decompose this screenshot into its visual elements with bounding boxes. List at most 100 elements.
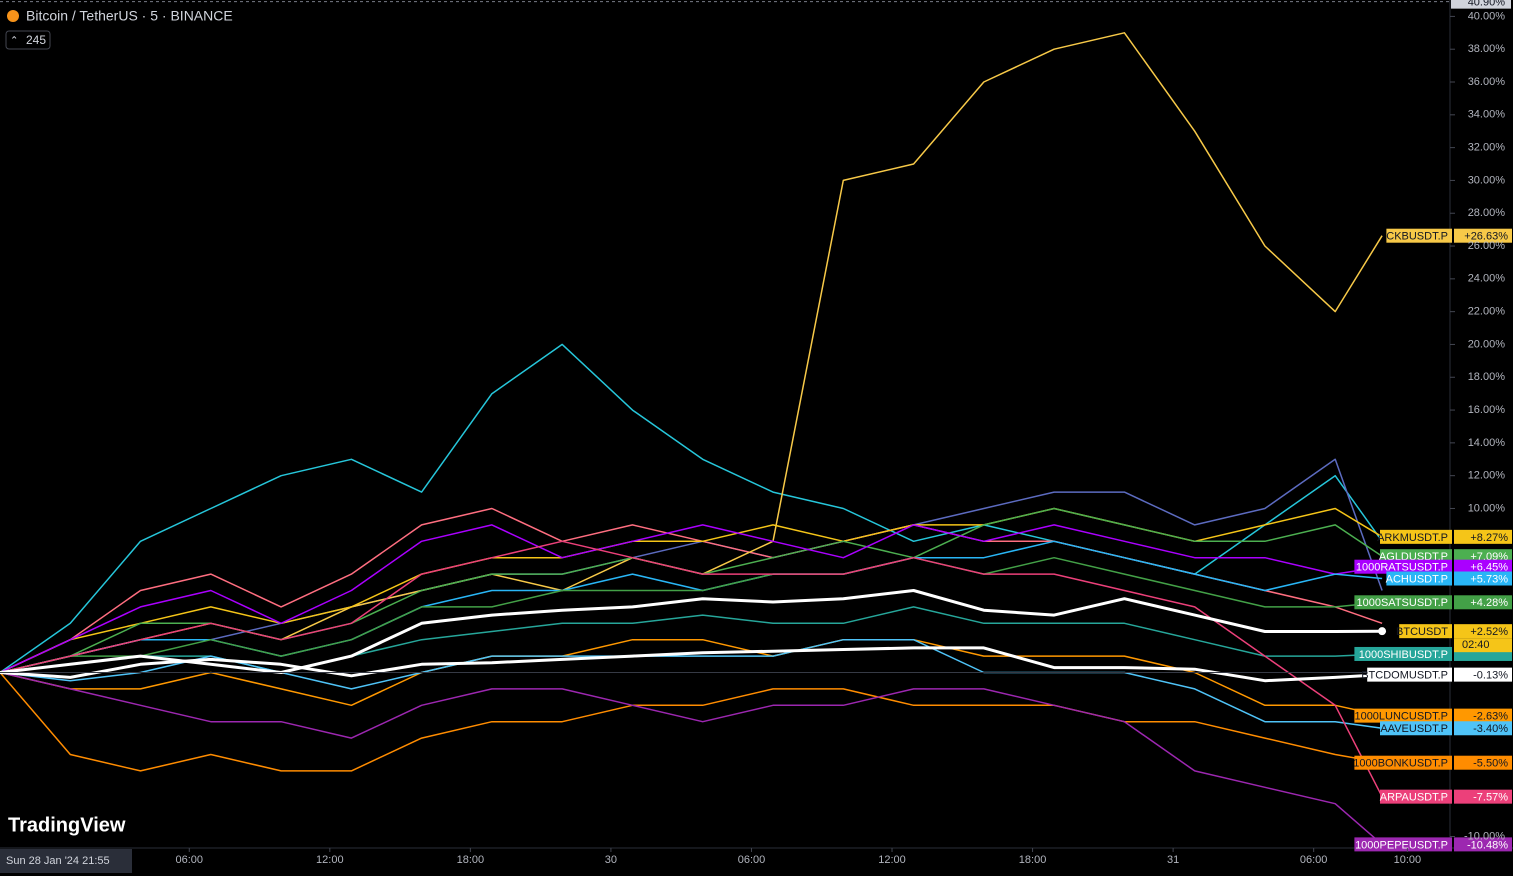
legend-name-box — [1354, 646, 1452, 661]
countdown: 02:40 — [1462, 639, 1490, 651]
value-label: +8.27% — [1470, 532, 1508, 544]
value-box — [1454, 228, 1512, 243]
collapse-icon[interactable]: ⌃ — [10, 36, 18, 47]
value-label: -3.40% — [1473, 723, 1508, 735]
value-label: -7.57% — [1473, 792, 1508, 804]
value-box — [1454, 789, 1512, 804]
value-label: +26.63% — [1464, 231, 1508, 243]
y-tick-label: 34.00% — [1468, 109, 1506, 121]
value-label: -2.63% — [1473, 711, 1508, 723]
legend-name: BTCUSDT — [1396, 626, 1448, 638]
x-tick-label: 12:00 — [316, 854, 344, 866]
x-start-box — [0, 849, 132, 873]
y-tick-label: 18.00% — [1468, 371, 1506, 383]
legend-name: ARKMUSDT.P — [1377, 532, 1448, 544]
series-line — [0, 638, 1383, 717]
top-marker-label: 40.90% — [1468, 0, 1506, 9]
legend-name-box — [1386, 571, 1452, 586]
y-tick-label: 36.00% — [1468, 76, 1506, 88]
legend-name-box — [1354, 708, 1452, 723]
watermark: TradingView — [8, 814, 126, 836]
x-tick-label: 06:00 — [176, 854, 204, 866]
value-box — [1454, 708, 1512, 723]
legend-name: 1000RATSUSDT.P — [1356, 562, 1448, 574]
legend-name-box — [1354, 837, 1452, 852]
last-point — [1378, 627, 1387, 636]
series-line — [0, 671, 1383, 845]
legend-name-box — [1386, 228, 1452, 243]
symbol-icon — [7, 10, 19, 22]
legend-name: 1000LUNCUSDT.P — [1354, 711, 1448, 723]
series-line — [0, 524, 1383, 674]
y-tick-label: 38.00% — [1468, 43, 1506, 55]
legend-name: AAVEUSDT.P — [1380, 723, 1448, 735]
x-tick-label: 10:00 — [1394, 854, 1422, 866]
legend-name-box — [1354, 595, 1452, 610]
series-count-badge[interactable] — [5, 30, 51, 50]
series-lines — [0, 32, 1383, 845]
legend-name: ACHUSDT.P — [1386, 573, 1448, 585]
legend-name-box — [1354, 755, 1452, 770]
y-tick-label: 20.00% — [1468, 338, 1506, 350]
x-tick-label: 06:00 — [738, 854, 766, 866]
value-box — [1454, 595, 1512, 610]
y-tick-label: 16.00% — [1468, 404, 1506, 416]
series-line — [0, 540, 1383, 798]
y-tick-label: 14.00% — [1468, 437, 1506, 449]
overlays: 40.90%CKBUSDT.P +26.63%ARKMUSDT.P +8.27%AG… — [0, 0, 1512, 852]
value-box — [1454, 571, 1512, 586]
legend-name-box — [1380, 721, 1452, 736]
legend-name: 1000SHIBUSDT.P — [1359, 649, 1448, 661]
legend-name-box — [1367, 667, 1452, 682]
legend-name: BTCDOMUSDT.P — [1361, 670, 1448, 682]
value-label: -10.48% — [1467, 839, 1508, 851]
x-start-label: Sun 28 Jan '24 21:55 — [6, 855, 110, 867]
y-tick-label: 28.00% — [1468, 207, 1506, 219]
series-line — [0, 589, 1383, 674]
legend-name-box — [1380, 789, 1452, 804]
x-tick-label: 30 — [605, 854, 617, 866]
x-tick-label: 18:00 — [1019, 854, 1047, 866]
legend-name-box — [1354, 559, 1452, 574]
x-tick-label: 18:00 — [457, 854, 485, 866]
y-tick-label: 12.00% — [1468, 470, 1506, 482]
value-label: -0.13% — [1473, 670, 1508, 682]
y-tick-label: 10.00% — [1468, 502, 1506, 514]
legend-name: 1000PEPEUSDT.P — [1355, 839, 1448, 851]
legend-name: 1000SATSUSDT.P — [1356, 597, 1448, 609]
series-count: 245 — [26, 33, 46, 47]
y-tick-label: 26.00% — [1468, 240, 1506, 252]
value-box — [1454, 755, 1512, 770]
value-label: -5.50% — [1473, 758, 1508, 770]
x-tick-label: 06:00 — [1300, 854, 1328, 866]
countdown-box — [1454, 638, 1512, 653]
y-tick-label: 32.00% — [1468, 142, 1506, 154]
value-box — [1454, 837, 1512, 852]
y-tick-label: 22.00% — [1468, 306, 1506, 318]
value-label: +6.45% — [1470, 562, 1508, 574]
value-box — [1454, 559, 1512, 574]
value-label: +5.73% — [1470, 573, 1508, 585]
legend-name: ARPAUSDT.P — [1380, 792, 1448, 804]
legend-name: CKBUSDT.P — [1386, 231, 1448, 243]
x-tick-label: 12:00 — [878, 854, 906, 866]
x-tick-label: 31 — [1167, 854, 1179, 866]
value-box — [1454, 721, 1512, 736]
symbol-title[interactable]: Bitcoin / TetherUS · 5 · BINANCE — [26, 8, 233, 24]
y-tick-label: 30.00% — [1468, 174, 1506, 186]
legend-name-box — [1380, 529, 1452, 544]
y-tick-label: -10.00% — [1464, 830, 1505, 842]
value-box — [1454, 667, 1512, 682]
value-box — [1454, 529, 1512, 544]
value-label: +2.52% — [1470, 626, 1508, 638]
y-tick-label: 24.00% — [1468, 273, 1506, 285]
series-line — [0, 556, 1383, 674]
y-tick-label: 40.00% — [1468, 10, 1506, 22]
value-label: +4.28% — [1470, 597, 1508, 609]
series-line — [0, 646, 1383, 683]
legend-name-box — [1399, 624, 1452, 639]
value-box — [1454, 624, 1512, 639]
